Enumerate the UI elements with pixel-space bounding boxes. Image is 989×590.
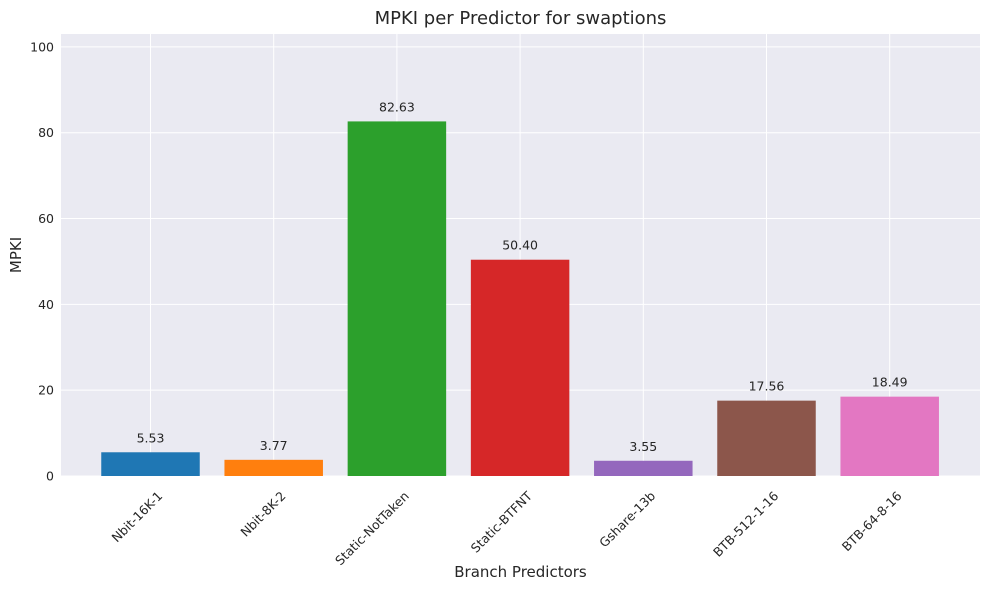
y-tick-label: 40 [38, 297, 54, 312]
data-label: 82.63 [379, 99, 415, 114]
bar-static-nottaken [347, 121, 447, 476]
bar-static-btfnt [470, 259, 570, 476]
chart-title: MPKI per Predictor for swaptions [375, 8, 667, 29]
grid-lines [61, 34, 980, 477]
data-label: 3.55 [629, 439, 657, 454]
data-label: 5.53 [137, 430, 165, 445]
y-tick-label: 100 [30, 39, 54, 54]
x-axis-label: Branch Predictors [454, 563, 587, 581]
data-label: 18.49 [872, 375, 908, 390]
bar-nbit-16k-1 [101, 452, 200, 476]
y-axis-label: MPKI [7, 237, 25, 273]
data-labels-group: 5.53 3.77 82.63 50.40 3.55 17.56 18.49 [137, 99, 908, 453]
data-label: 17.56 [749, 379, 785, 394]
data-label: 50.40 [502, 238, 538, 253]
y-tick-label: 20 [38, 383, 54, 398]
y-axis-ticks: 0 20 40 60 80 100 [30, 39, 54, 483]
y-tick-label: 80 [38, 125, 54, 140]
y-tick-label: 60 [38, 211, 54, 226]
bar-nbit-8k-2 [224, 459, 323, 476]
data-label: 3.77 [260, 438, 288, 453]
y-tick-label: 0 [46, 469, 54, 484]
bar-btb-64-8-16 [840, 396, 939, 476]
bar-btb-512-1-16 [717, 400, 816, 476]
bars-group [101, 121, 939, 476]
bar-gshare-13b [594, 460, 693, 476]
